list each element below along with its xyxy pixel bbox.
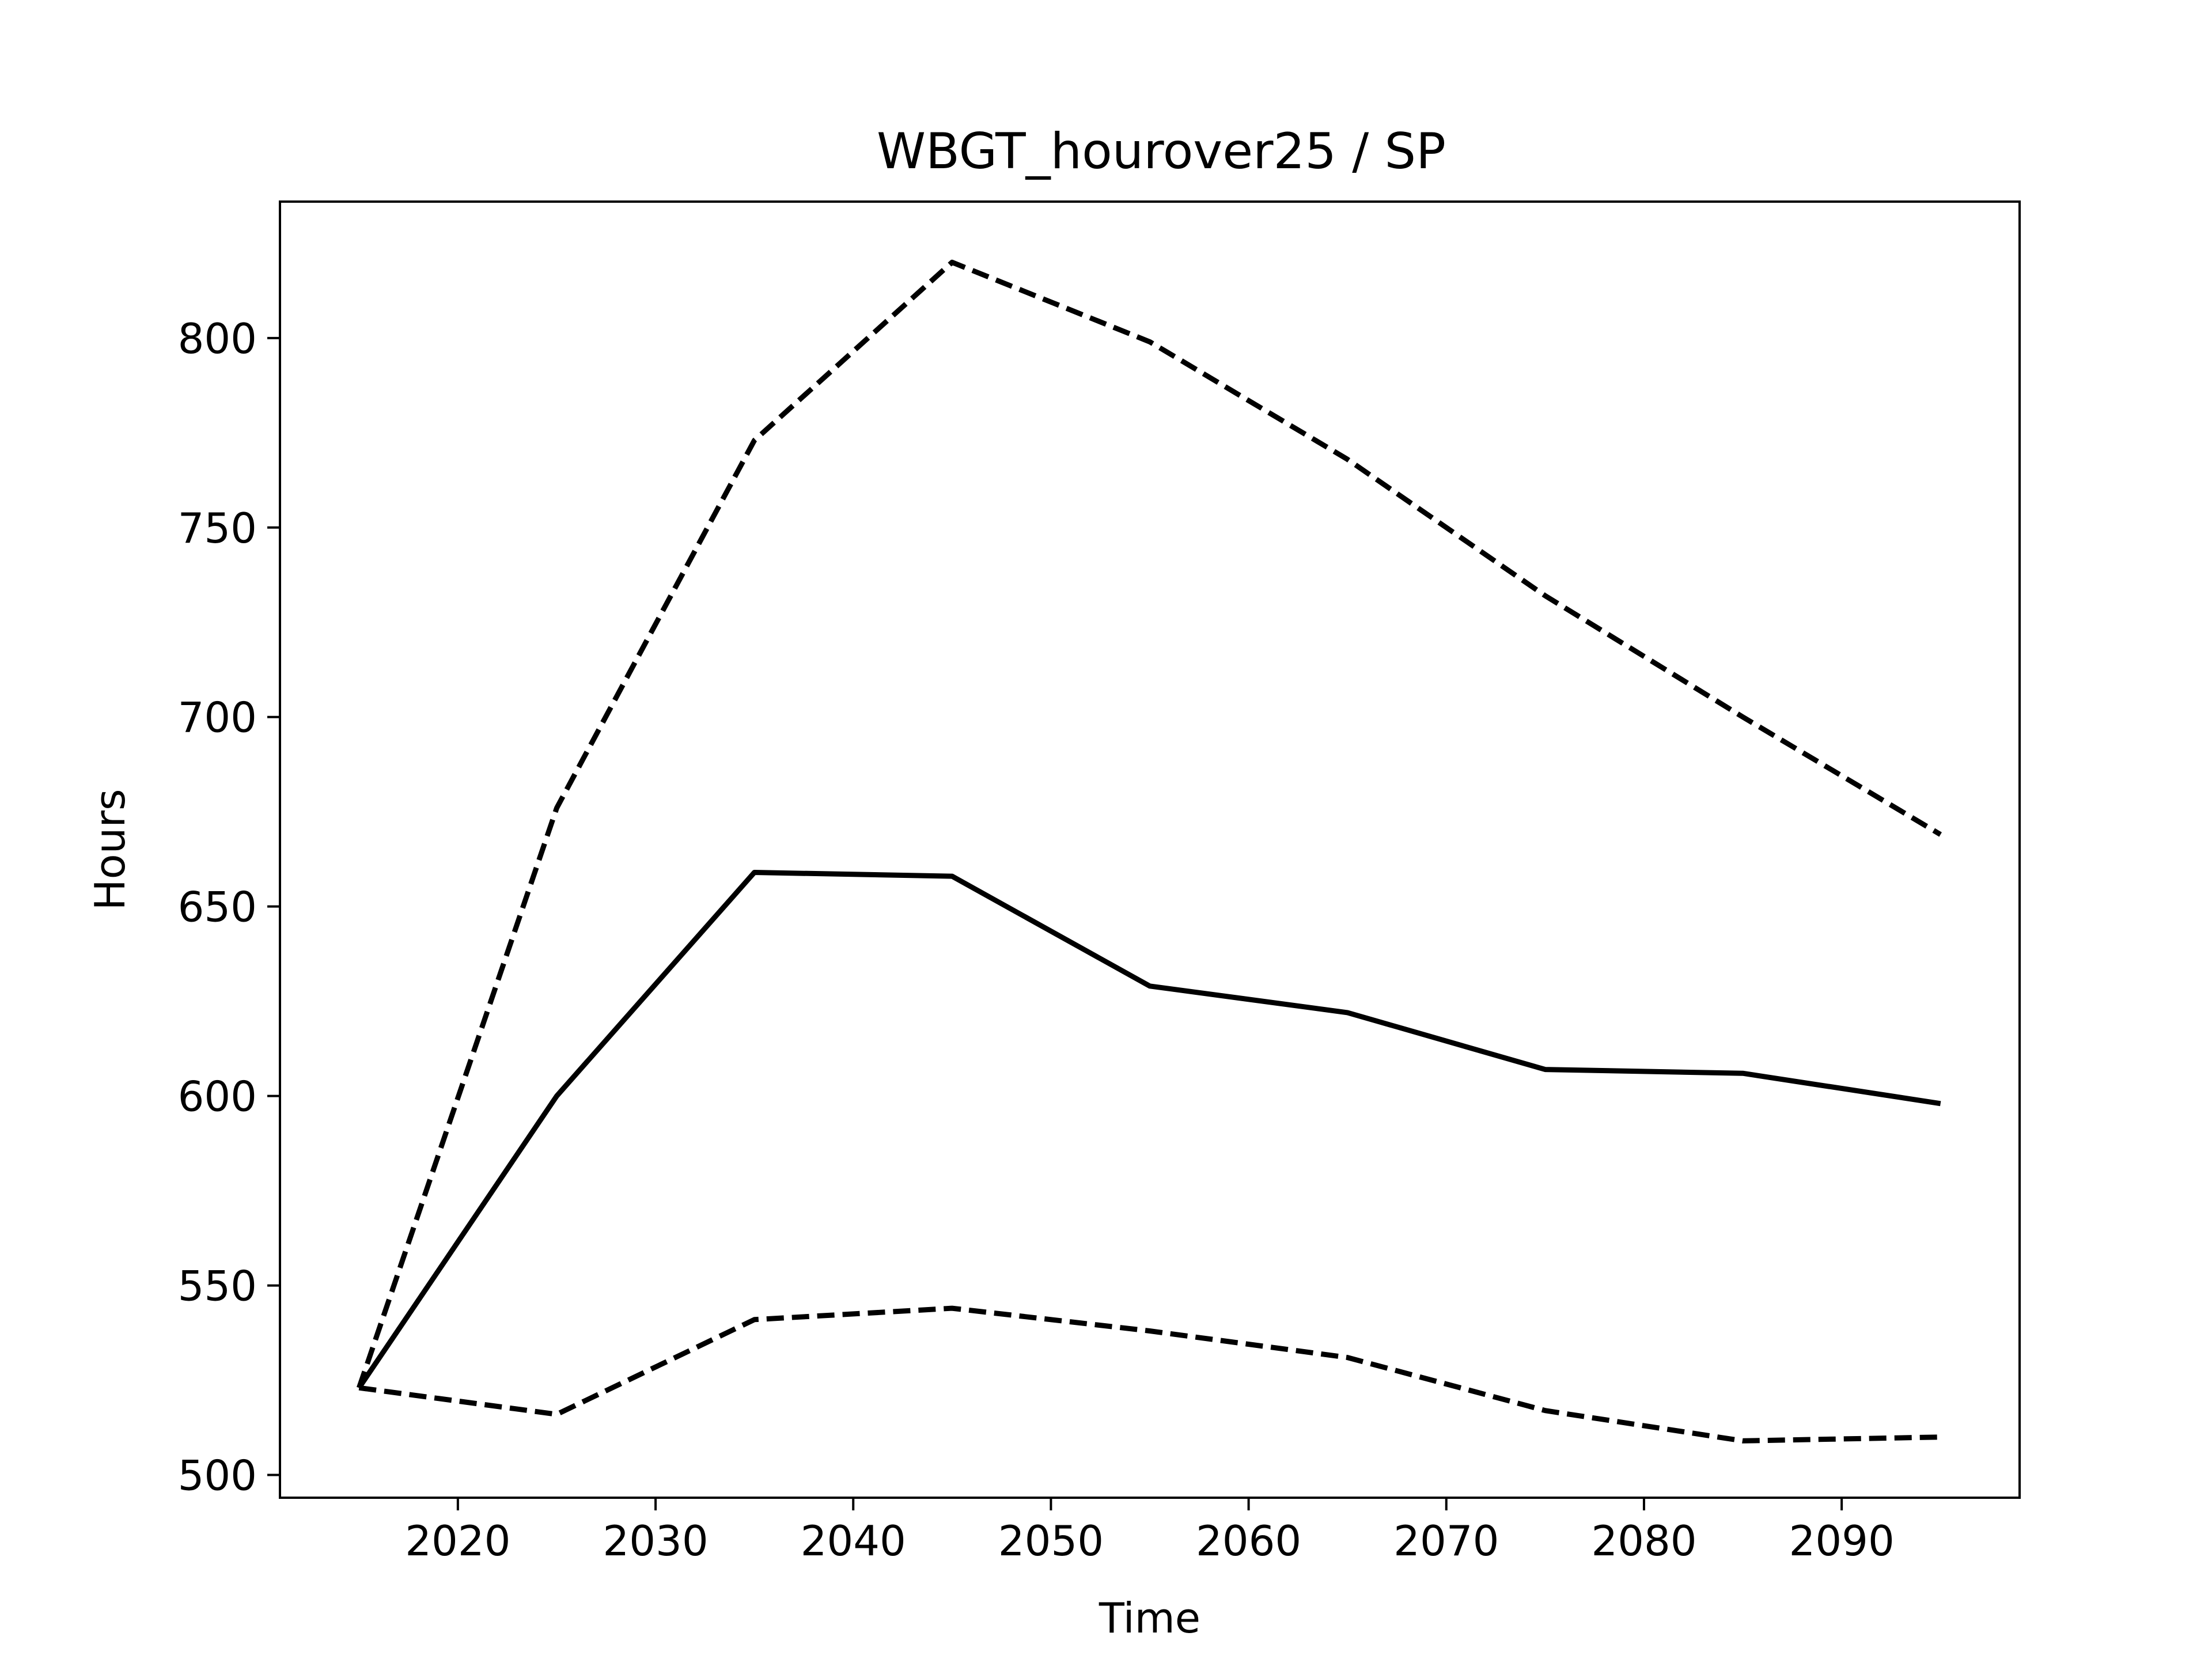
y-tick-label: 550 [178,1262,257,1310]
x-tick-label: 2040 [801,1517,906,1565]
y-tick-label: 750 [178,504,257,552]
y-tick-label: 650 [178,883,257,931]
y-tick-label: 500 [178,1452,257,1500]
y-tick-label: 800 [178,315,257,363]
y-axis: 500 550 600 650 700 750 800 [178,315,280,1500]
x-tick-label: 2030 [603,1517,708,1565]
x-axis: 2020 2030 2040 2050 2060 2070 2080 2090 [405,1498,1895,1565]
series-line-1 [357,870,1941,1389]
series-line-2 [357,259,1942,1389]
x-tick-label: 2090 [1789,1517,1895,1565]
y-tick-label: 600 [178,1073,257,1121]
x-tick-label: 2070 [1393,1517,1499,1565]
x-tick-label: 2050 [998,1517,1104,1565]
x-tick-label: 2080 [1591,1517,1696,1565]
x-tick-label: 2020 [405,1517,510,1565]
series-line-3 [358,1305,1941,1444]
x-axis-label: Time [1099,1594,1200,1642]
axes-frame [279,200,2021,1499]
y-tick-label: 700 [178,694,257,742]
chart-title: WBGT_hourover25 / SP [877,123,1446,180]
x-tick-label: 2060 [1196,1517,1301,1565]
y-axis-label: Hours [86,789,134,911]
plot-area [357,259,1942,1444]
